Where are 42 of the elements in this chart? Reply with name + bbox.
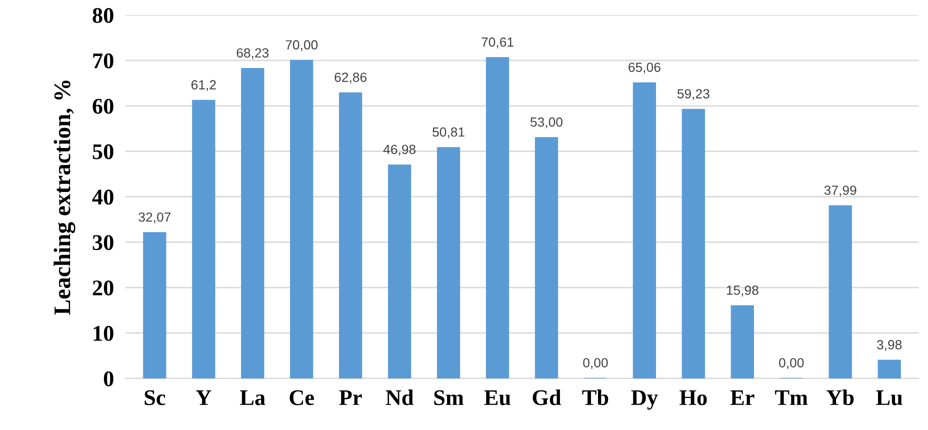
x-tick-label: Nd — [386, 390, 414, 406]
data-label: 37,99 — [824, 186, 856, 196]
data-label: 3,98 — [877, 340, 902, 351]
y-tick-label: 0 — [104, 371, 114, 386]
x-tick-label: Tm — [775, 390, 808, 405]
data-label: 46,98 — [383, 144, 416, 156]
data-label: 53,00 — [530, 117, 562, 128]
data-label: 32,07 — [138, 212, 171, 224]
x-tick-label: Lu — [876, 390, 902, 406]
x-tick-label: Sm — [434, 390, 464, 406]
data-label: 59,23 — [677, 89, 710, 100]
x-tick-label: Y — [196, 390, 212, 405]
x-tick-label: Yb — [826, 390, 854, 406]
data-label: 70,61 — [482, 37, 514, 48]
x-tick-label: Tb — [582, 390, 608, 406]
y-tick-label: 50 — [92, 144, 114, 160]
y-tick-label: 30 — [92, 235, 114, 250]
data-label: 0,00 — [779, 358, 804, 370]
data-label: 62,86 — [334, 72, 367, 84]
x-tick-label: La — [240, 390, 266, 406]
data-label: 70,00 — [286, 40, 318, 52]
x-tick-label: Gd — [532, 390, 562, 406]
y-tick-label: 10 — [94, 326, 114, 341]
data-label: 65,06 — [628, 62, 660, 74]
x-tick-label: Ce — [290, 390, 314, 406]
x-tick-label: Dy — [631, 390, 658, 410]
x-tick-label: Pr — [339, 390, 362, 405]
data-label: 61,2 — [191, 80, 216, 92]
y-tick-label: 40 — [92, 190, 114, 205]
data-label: 15,98 — [726, 286, 758, 296]
y-tick-label: 20 — [92, 280, 114, 296]
data-label: 68,23 — [236, 48, 269, 60]
y-tick-label: 60 — [92, 98, 114, 114]
y-axis-title: Leaching extraction, % — [54, 80, 76, 315]
y-tick-label: 80 — [92, 8, 114, 23]
x-tick-label: Eu — [484, 390, 511, 406]
x-tick-label: Er — [730, 390, 754, 405]
y-tick-label: 70 — [93, 53, 114, 68]
x-tick-label: Sc — [144, 390, 166, 406]
data-label: 0,00 — [583, 358, 608, 370]
data-label: 50,81 — [432, 127, 464, 138]
x-tick-label: Ho — [680, 390, 707, 406]
